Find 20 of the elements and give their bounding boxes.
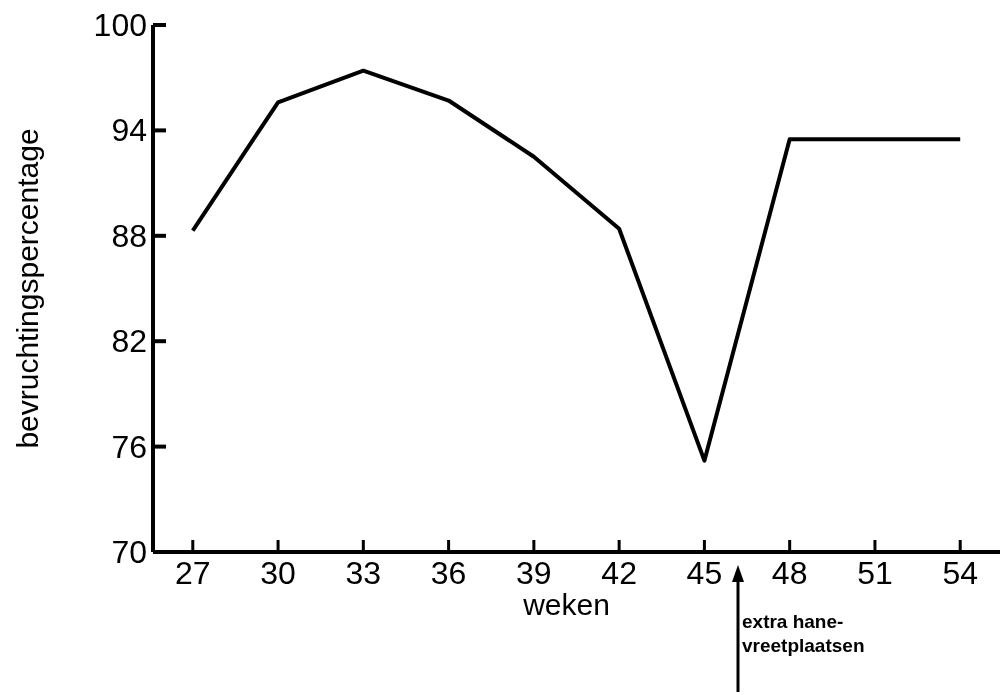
x-tick-label: 39 [516, 555, 552, 591]
y-tick-label: 76 [111, 428, 147, 465]
y-tick-label: 82 [111, 323, 147, 360]
text: extra hane- vreetplaatsen [742, 611, 865, 656]
x-axis-title: weken [522, 588, 610, 621]
y-tick-label: 100 [93, 7, 147, 43]
y-axis-title: bevruchtingspercentage [11, 128, 44, 449]
x-tick-label: 48 [771, 555, 808, 591]
x-tick-label: 42 [601, 555, 637, 591]
x-tick-label: 54 [942, 555, 978, 591]
y-tick-label: 88 [111, 217, 147, 254]
x-tick-label: 33 [345, 555, 382, 591]
x-tick-label: 51 [857, 555, 893, 591]
y-tick-label: 70 [111, 534, 147, 570]
line-series [190, 68, 963, 463]
x-tick-label: 30 [260, 555, 296, 591]
x-tick-label: 27 [175, 555, 211, 591]
x-tick-label: 45 [686, 555, 723, 591]
x-tick-label: 36 [430, 555, 467, 591]
y-tick-label: 94 [111, 112, 147, 149]
